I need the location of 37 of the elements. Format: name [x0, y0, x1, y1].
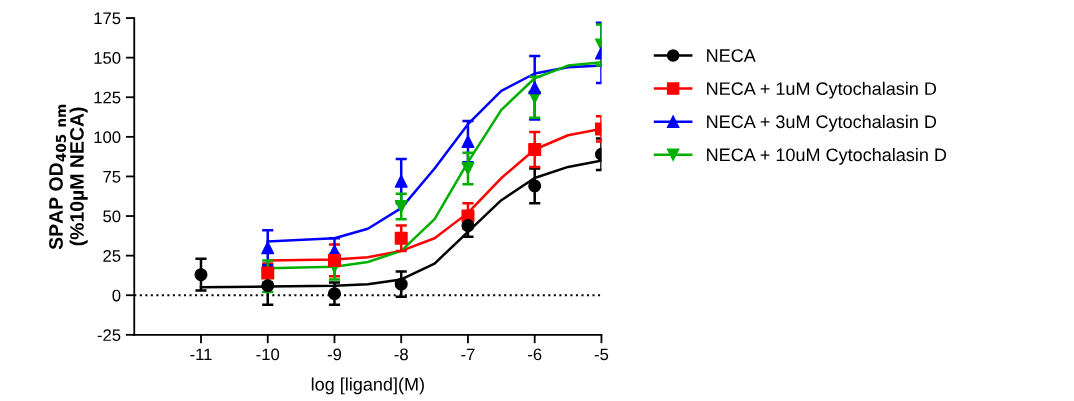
- point: [461, 162, 475, 176]
- x-axis-title: log [ligand](M): [311, 377, 424, 395]
- point: [261, 279, 275, 293]
- y-tick-label: 150: [94, 52, 121, 64]
- point: [261, 241, 275, 255]
- x-tick-label: -8: [394, 348, 408, 361]
- point: [394, 231, 408, 245]
- y-tick-label: 175: [94, 12, 121, 25]
- point: [394, 174, 408, 188]
- point: [194, 268, 208, 282]
- y-tick-label: 75: [103, 171, 121, 183]
- point: [528, 179, 542, 193]
- x-tick-label: -5: [594, 348, 609, 361]
- point: [461, 219, 475, 233]
- x-tick-label: -6: [528, 348, 542, 361]
- point: [394, 200, 408, 214]
- point: [327, 287, 341, 301]
- x-tick-label: -11: [190, 348, 212, 361]
- point: [461, 135, 475, 149]
- legend-label: NECA + 3uM Cytochalasin D: [707, 114, 937, 132]
- point: [528, 81, 542, 95]
- x-tick-label: -7: [461, 348, 475, 361]
- y-tick-label: 25: [103, 250, 121, 262]
- point: [394, 277, 408, 291]
- y-tick-label: 125: [94, 91, 121, 104]
- y-axis-title: SPAP OD$_{405 nm}$ (%10µM NECA): [49, 104, 88, 250]
- legend-label: NECA + 10uM Cytochalasin D: [707, 147, 947, 165]
- y-tick-label: -25: [97, 329, 121, 342]
- x-tick-label: -10: [256, 348, 280, 361]
- y-tick-label: 100: [94, 131, 121, 144]
- y-tick-label: 50: [103, 210, 121, 223]
- point: [327, 253, 341, 267]
- point: [528, 143, 542, 157]
- y-tick-label: 0: [112, 289, 121, 302]
- legend-label: NECA: [707, 49, 756, 62]
- legend-label: NECA + 1uM Cytochalasin D: [707, 81, 937, 99]
- x-tick-label: -9: [327, 348, 342, 361]
